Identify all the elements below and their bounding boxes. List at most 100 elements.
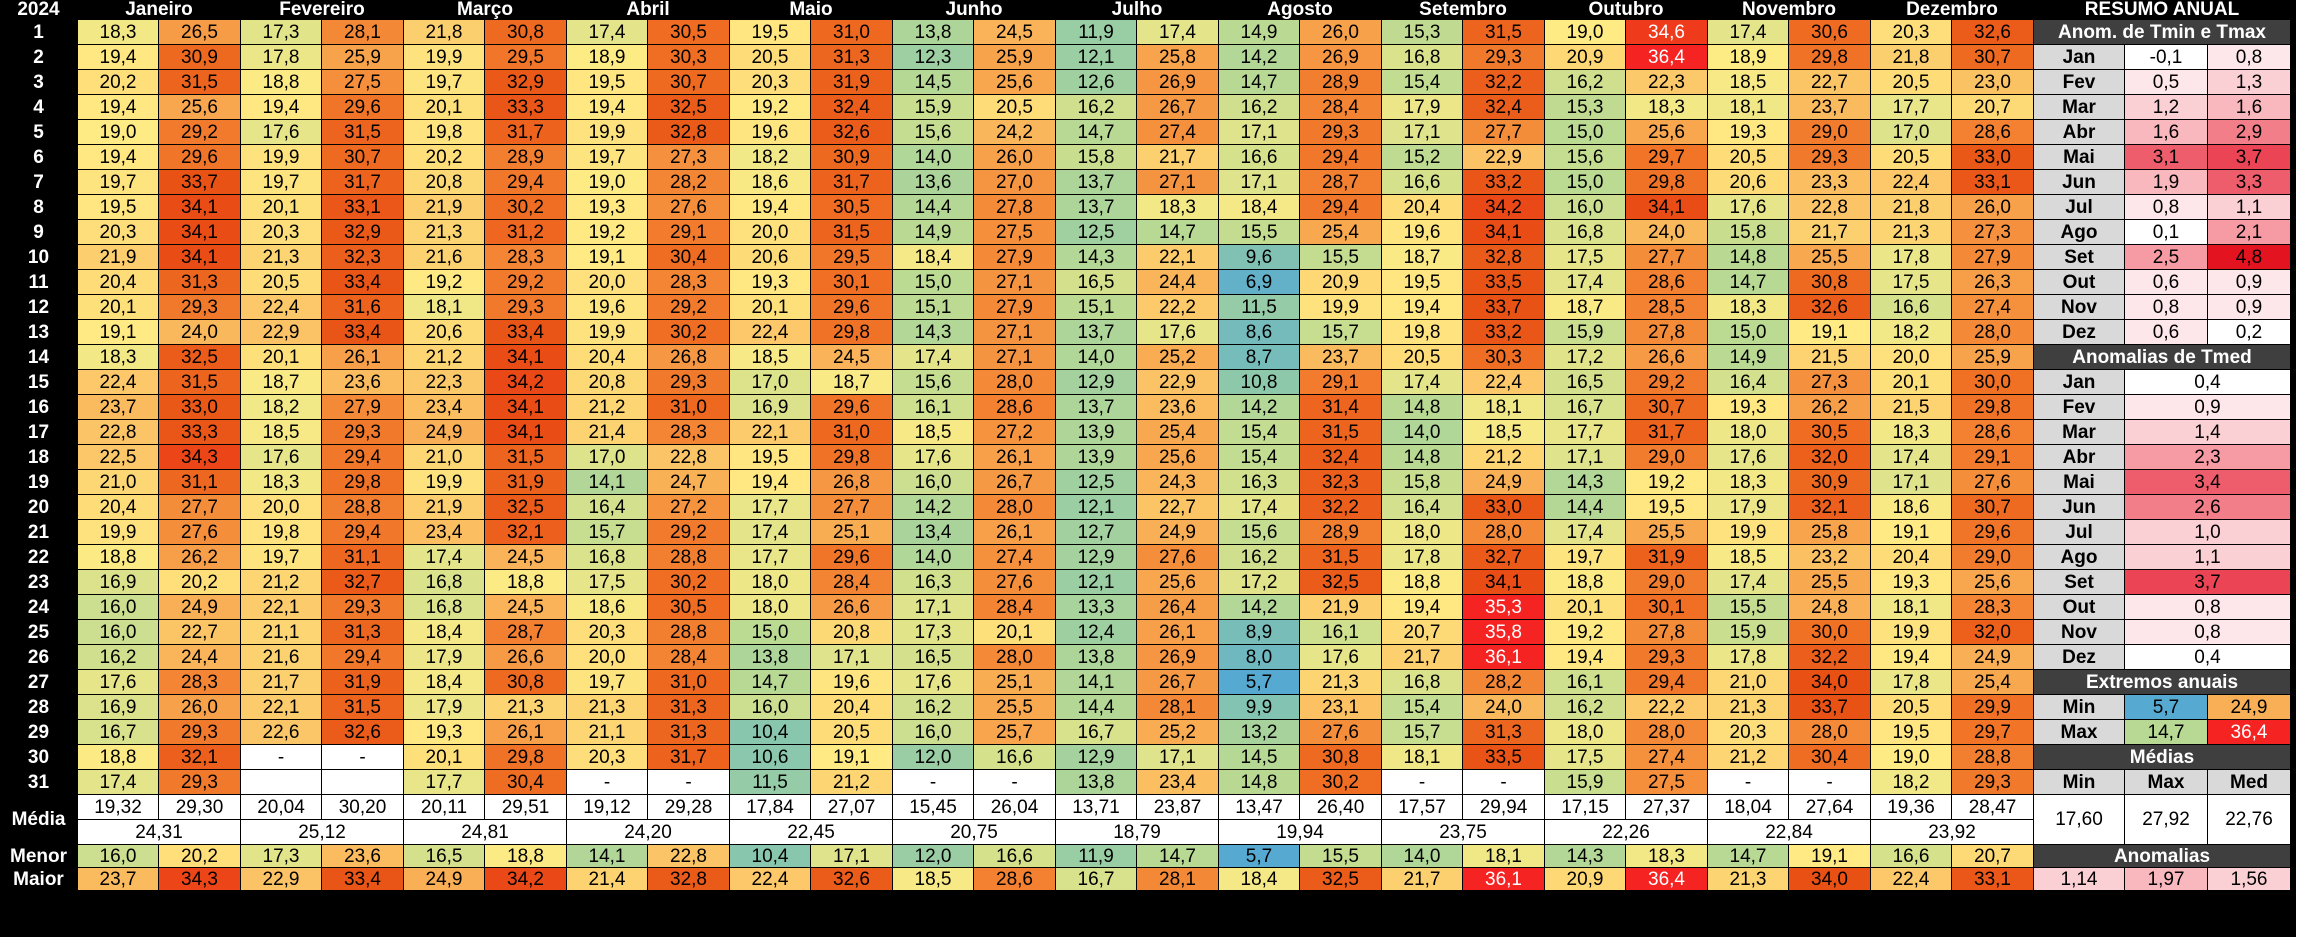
tmin-cell: 16,0: [893, 720, 973, 744]
tmax-cell: 34,1: [1463, 570, 1544, 594]
tmin-cell: 20,0: [567, 645, 647, 669]
tmax-cell: 29,1: [648, 220, 729, 244]
maior-cell: 32,6: [811, 868, 892, 890]
tmin-cell: 17,4: [1382, 370, 1462, 394]
tmin-cell: 19,5: [730, 445, 810, 469]
tmin-cell: 17,7: [404, 770, 484, 794]
tmin-cell: 18,6: [567, 595, 647, 619]
tmin-cell: 19,4: [730, 195, 810, 219]
tmin-cell: 18,1: [1382, 745, 1462, 769]
tmin-cell: 16,6: [1871, 295, 1951, 319]
menor-cell: 18,8: [485, 845, 566, 867]
tmin-cell: 17,4: [1871, 445, 1951, 469]
tmax-cell: [322, 770, 403, 794]
tmin-cell: 18,3: [1708, 470, 1788, 494]
tmin-cell: 12,1: [1056, 45, 1136, 69]
tmax-cell: 26,1: [974, 520, 1055, 544]
tmin-cell: 18,7: [241, 370, 321, 394]
media-tmed-cell: 25,12: [241, 820, 403, 844]
tmax-cell: 24,9: [159, 595, 240, 619]
tmax-cell: 32,6: [811, 120, 892, 144]
tmin-cell: 21,6: [404, 245, 484, 269]
tmax-cell: 26,5: [159, 20, 240, 44]
tmax-cell: 32,8: [1463, 245, 1544, 269]
media-tmed-cell: 23,75: [1382, 820, 1544, 844]
tmax-cell: 24,5: [811, 345, 892, 369]
maior-cell: 18,4: [1219, 868, 1299, 890]
tmax-cell: 28,1: [1137, 695, 1218, 719]
tmax-cell: 28,0: [974, 645, 1055, 669]
tmax-cell: 22,9: [1463, 145, 1544, 169]
tmin-cell: 14,3: [1056, 245, 1136, 269]
tmin-cell: 22,5: [78, 445, 158, 469]
tmax-cell: 32,4: [1463, 95, 1544, 119]
tmin-cell: 16,0: [78, 595, 158, 619]
tmin-cell: -: [893, 770, 973, 794]
tmax-cell: -: [1463, 770, 1544, 794]
tmax-cell: 26,9: [1137, 645, 1218, 669]
menor-cell: 14,7: [1708, 845, 1788, 867]
tmin-cell: 17,5: [1545, 245, 1625, 269]
tmax-cell: 29,3: [1626, 645, 1707, 669]
tmax-cell: 29,1: [1300, 370, 1381, 394]
month-header: Julho: [1056, 0, 1218, 19]
tmax-cell: 26,7: [1137, 670, 1218, 694]
tmax-cell: 30,4: [485, 770, 566, 794]
tmin-cell: 17,6: [78, 670, 158, 694]
day-label: 13: [0, 320, 77, 344]
tmax-cell: 26,0: [1952, 195, 2033, 219]
tmin-cell: 12,0: [893, 745, 973, 769]
summary-title: RESUMO ANUAL: [2034, 0, 2290, 19]
tmax-cell: 22,1: [1137, 245, 1218, 269]
tmin-cell: 17,0: [1871, 120, 1951, 144]
media-cell: 29,94: [1463, 795, 1544, 819]
tmax-cell: 29,8: [1789, 45, 1870, 69]
tmax-cell: 25,5: [974, 695, 1055, 719]
tmax-cell: 26,8: [648, 345, 729, 369]
tmin-cell: 8,6: [1219, 320, 1299, 344]
tmax-cell: 23,7: [1300, 345, 1381, 369]
day-label: 20: [0, 495, 77, 519]
tmin-cell: 22,9: [241, 320, 321, 344]
tmax-cell: 27,6: [974, 570, 1055, 594]
tmed-value: 1,1: [2125, 545, 2290, 569]
tmax-cell: 21,7: [1137, 145, 1218, 169]
tmax-cell: 32,2: [1789, 645, 1870, 669]
tmin-cell: 17,6: [1708, 445, 1788, 469]
tmax-cell: 29,7: [1626, 145, 1707, 169]
menor-cell: 11,9: [1056, 845, 1136, 867]
tmax-cell: 26,6: [485, 645, 566, 669]
tmin-cell: 8,9: [1219, 620, 1299, 644]
tmin-cell: 17,4: [1708, 570, 1788, 594]
tmax-cell: 31,9: [1626, 545, 1707, 569]
tmin-cell: 21,1: [241, 620, 321, 644]
anom-tmax: 4,8: [2208, 245, 2290, 269]
tmin-cell: 15,8: [1056, 145, 1136, 169]
tmin-cell: 18,8: [78, 545, 158, 569]
tmin-cell: 15,9: [893, 95, 973, 119]
tmin-cell: 20,3: [567, 745, 647, 769]
tmax-cell: 27,7: [1463, 120, 1544, 144]
tmax-cell: 25,5: [1789, 245, 1870, 269]
tmax-cell: 34,0: [1789, 670, 1870, 694]
tmin-cell: 20,2: [78, 70, 158, 94]
tmin-cell: 17,4: [404, 545, 484, 569]
tmin-cell: 18,5: [241, 420, 321, 444]
tmax-cell: 33,3: [159, 420, 240, 444]
tmin-cell: 19,0: [1545, 20, 1625, 44]
media-cell: 28,47: [1952, 795, 2033, 819]
tmax-cell: 31,2: [485, 220, 566, 244]
tmax-cell: 24,2: [974, 120, 1055, 144]
tmin-cell: 11,5: [1219, 295, 1299, 319]
media-label: Média: [0, 795, 77, 844]
tmin-cell: 16,0: [730, 695, 810, 719]
tmax-cell: 32,7: [322, 570, 403, 594]
tmin-cell: 16,6: [1382, 170, 1462, 194]
day-label: 30: [0, 745, 77, 769]
tmax-cell: 24,9: [1463, 470, 1544, 494]
tmin-cell: 17,1: [1871, 470, 1951, 494]
tmin-cell: 15,4: [1219, 445, 1299, 469]
day-label: 27: [0, 670, 77, 694]
tmin-cell: 20,5: [730, 45, 810, 69]
